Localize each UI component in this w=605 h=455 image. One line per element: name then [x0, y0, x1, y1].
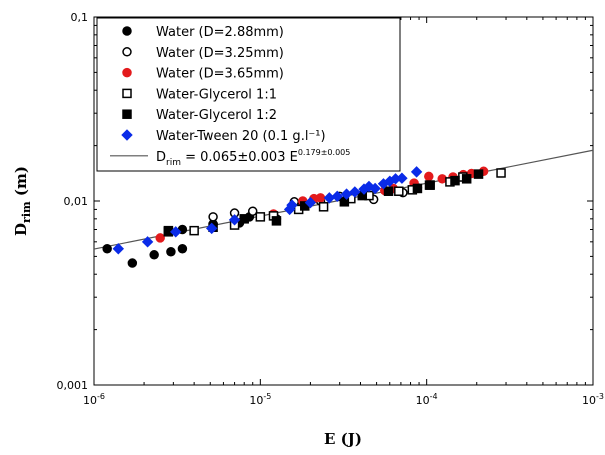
data-points [102, 166, 506, 268]
data-point [331, 190, 343, 203]
legend-label: Water-Glycerol 1:1 [156, 87, 277, 102]
y-axis-title-unit: (m) [12, 166, 30, 201]
legend-label: Water-Tween 20 (0.1 g.l⁻¹) [156, 129, 326, 144]
data-point [461, 174, 472, 184]
data-point [239, 214, 249, 224]
data-point [247, 206, 258, 216]
legend-marker [122, 26, 132, 36]
legend: Water (D=2.88mm) Water (D=3.25mm) Water (D… [96, 17, 401, 172]
data-point [315, 193, 326, 203]
data-point [112, 243, 125, 255]
data-point [255, 212, 266, 222]
data-point [170, 226, 182, 238]
legend-label: Water (D=2.88mm) [156, 25, 284, 40]
data-point [189, 225, 199, 236]
y-tick-label: 0,01 [64, 195, 89, 208]
data-point [177, 244, 188, 254]
data-point [410, 166, 423, 178]
data-point [473, 169, 484, 179]
data-point [349, 186, 361, 198]
data-point [166, 246, 176, 257]
legend-marker [122, 67, 132, 78]
data-point [155, 233, 165, 243]
data-point [339, 197, 350, 207]
data-point [450, 175, 460, 186]
legend-marker [122, 88, 132, 99]
data-point [286, 199, 298, 211]
data-point [369, 182, 381, 195]
data-point [496, 168, 506, 178]
y-axis-title: Drim (m) [12, 166, 33, 236]
data-point [141, 236, 154, 248]
data-point [304, 196, 317, 209]
x-tick-label: 10-3 [582, 392, 604, 407]
y-axis-title-sub: rim [20, 201, 33, 223]
legend-label: Water-Glycerol 1:2 [156, 108, 277, 123]
data-point [271, 216, 282, 226]
legend-box [96, 17, 401, 172]
legend-marker [122, 47, 132, 57]
data-point [424, 171, 434, 182]
data-point [205, 222, 218, 235]
data-point [318, 202, 329, 212]
data-point [228, 214, 241, 226]
legend-fit-label: Drim = 0.065±0.003 E0.179±0.005 [156, 148, 350, 168]
series-4 [163, 169, 484, 236]
x-axis-title: E (J) [324, 430, 362, 448]
y-axis-title-main: D [12, 223, 30, 236]
data-point [149, 250, 159, 260]
data-point [437, 174, 447, 184]
legend-marker [121, 129, 133, 141]
data-point [396, 172, 408, 184]
axis-ticks: 10-6 10-5 10-4 10-3 0,001 0,01 0,1 [57, 11, 604, 407]
y-tick-label: 0,1 [71, 11, 89, 24]
data-point [383, 186, 394, 196]
data-point [102, 244, 112, 254]
data-point [424, 180, 435, 190]
x-tick-label: 10-4 [416, 392, 438, 407]
legend-marker [122, 109, 132, 119]
data-point [412, 183, 423, 194]
data-point [127, 258, 138, 268]
y-tick-label: 0,001 [57, 379, 89, 392]
legend-label: Water (D=3.65mm) [156, 67, 284, 82]
data-point [394, 186, 404, 196]
legend-entries: Water (D=2.88mm) Water (D=3.25mm) Water (D… [110, 25, 350, 168]
data-point [163, 225, 174, 236]
legend-label: Water (D=3.25mm) [156, 46, 284, 61]
data-point [208, 212, 218, 222]
x-tick-label: 10-6 [83, 392, 105, 407]
x-tick-label: 10-5 [249, 392, 271, 407]
series-5 [112, 166, 423, 255]
